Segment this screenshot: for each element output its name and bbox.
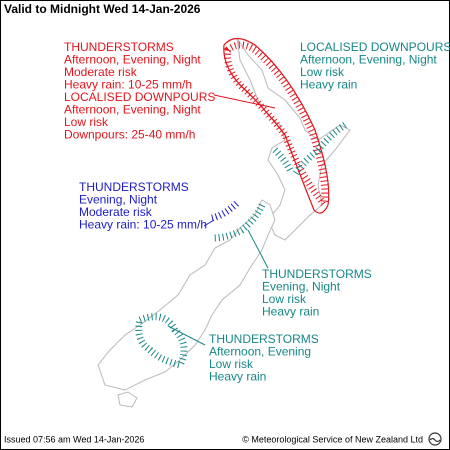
annotation-line: Afternoon, Evening, Night <box>64 103 201 117</box>
annotation-line: LOCALISED DOWNPOURS <box>300 40 450 54</box>
leader-line <box>213 94 276 109</box>
stewart-island <box>117 391 138 408</box>
annotation-line: Downpours: 25-40 mm/h <box>64 128 195 142</box>
annotation-line: Heavy rain <box>300 78 357 92</box>
annotation-line: Moderate risk <box>79 205 153 219</box>
annotation-line: THUNDERSTORMS <box>209 332 319 346</box>
annotation-line: Low risk <box>64 115 109 129</box>
leader-line <box>247 229 269 269</box>
annotation-line: Afternoon, Evening, Night <box>300 53 437 67</box>
annotation-line: Afternoon, Evening, Night <box>64 53 201 67</box>
north-island <box>236 37 351 241</box>
credit-text: © Meteorological Service of New Zealand … <box>242 434 423 444</box>
annotation-line: Heavy rain <box>209 370 266 384</box>
annotation-line: Heavy rain <box>262 305 319 319</box>
annotation-line: Heavy rain: 10-25 mm/h <box>79 218 207 232</box>
annotation-line: Heavy rain: 10-25 mm/h <box>64 78 192 92</box>
annotation-line: Low risk <box>300 65 345 79</box>
leader-line <box>203 219 215 227</box>
south-island <box>97 199 276 391</box>
title: Valid to Midnight Wed 14-Jan-2026 <box>4 2 201 16</box>
annotation-line: THUNDERSTORMS <box>262 267 372 281</box>
annotation-line: THUNDERSTORMS <box>64 40 174 54</box>
annotation-line: THUNDERSTORMS <box>79 180 189 194</box>
leader-line <box>167 325 206 346</box>
annotation-line: Afternoon, Evening <box>209 345 311 359</box>
annotation-line: LOCALISED DOWNPOURS <box>64 90 215 104</box>
logo <box>428 432 442 446</box>
annotation-line: Moderate risk <box>64 65 138 79</box>
issued-text: Issued 07:56 am Wed 14-Jan-2026 <box>4 434 144 444</box>
risk-area-hatch <box>211 203 266 242</box>
annotation-line: Evening, Night <box>79 193 158 207</box>
risk-area-hatch <box>291 122 347 177</box>
annotation-line: Low risk <box>262 292 307 306</box>
annotation-line: Low risk <box>209 357 254 371</box>
annotation-line: Evening, Night <box>262 280 341 294</box>
